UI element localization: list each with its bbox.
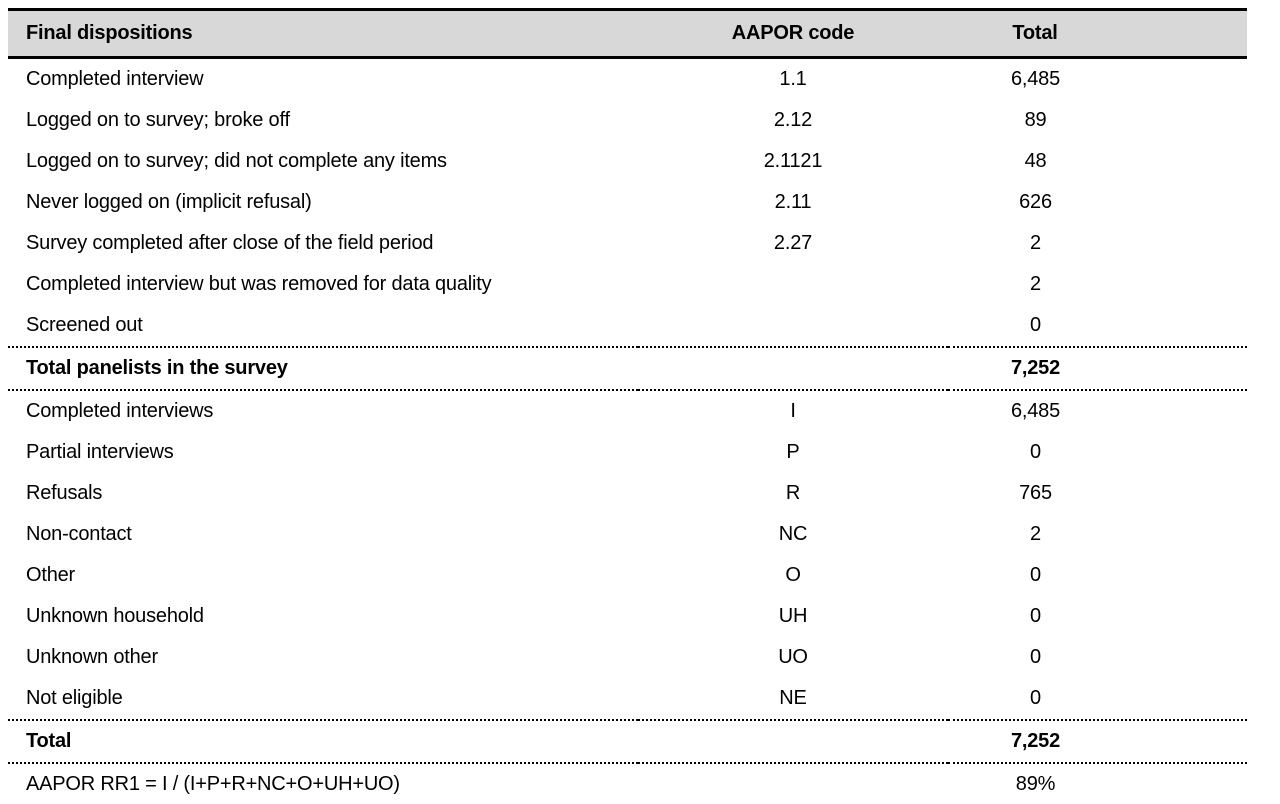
table-row: Other O 0 [8,555,1247,596]
final-dispositions-table: Final dispositions AAPOR code Total Comp… [8,8,1247,804]
total-cell: 765 [1019,482,1052,504]
header-row: Final dispositions AAPOR code Total [8,9,1247,59]
aapor-code-cell: I [638,389,948,432]
row-label-cell: Other [26,564,76,586]
row-label-cell: Completed interview [26,68,204,90]
total-cell: 2 [1030,232,1041,254]
row-label-cell: Logged on to survey; broke off [26,109,290,131]
total-cell: 7,252 [948,719,1247,763]
aapor-code-cell: UO [778,646,808,668]
table-row: Logged on to survey; did not complete an… [8,141,1247,182]
table-row: Completed interview 1.1 6,485 [8,58,1247,101]
aapor-code-cell: 2.12 [773,109,813,131]
aapor-code-cell [638,762,948,804]
row-label-cell: Refusals [26,482,103,504]
total-cell: 6,485 [948,389,1247,432]
total-cell: 6,485 [1010,68,1061,90]
aapor-code-cell: 2.1121 [763,150,823,172]
table-row: Unknown other UO 0 [8,637,1247,678]
aapor-code-cell [638,346,948,390]
table-row: Not eligible NE 0 [8,678,1247,720]
aapor-code-cell: 2.27 [773,232,813,254]
table-row: Survey completed after close of the fiel… [8,223,1247,264]
aapor-code-cell: UH [778,605,808,627]
aapor-code-cell: P [786,441,800,463]
aapor-code-cell: 2.11 [774,191,812,213]
total-cell: 626 [1019,191,1052,213]
table-row: Screened out 0 [8,305,1247,347]
row-label-cell: Non-contact [26,523,132,545]
table-row: Never logged on (implicit refusal) 2.11 62… [8,182,1247,223]
total-cell: 0 [1030,687,1041,709]
row-label-cell: Total [8,719,638,763]
aapor-code-cell [638,264,948,305]
row-label-cell: AAPOR RR1 = I / (I+P+R+NC+O+UH+UO) [8,762,638,804]
aapor-code-cell: 1.1 [779,68,807,90]
total-cell: 0 [1030,314,1041,336]
column-header-aapor-code: AAPOR code [638,9,948,59]
aapor-code-cell [638,719,948,763]
table-row: Unknown household UH 0 [8,596,1247,637]
total-cell: 0 [1030,441,1041,463]
row-label-cell: Never logged on (implicit refusal) [26,191,312,213]
aapor-code-cell: R [785,482,801,504]
total-cell: 2 [1030,273,1041,295]
table-row: Completed interviews I 6,485 [8,389,1247,432]
row-label-cell: Screened out [26,314,143,336]
table-row: Non-contact NC 2 [8,514,1247,555]
aapor-code-cell: NE [779,687,807,709]
row-label-cell: Partial interviews [26,441,174,463]
total-cell: 0 [1030,564,1041,586]
total-cell: 48 [1024,150,1047,172]
row-label-cell: Total panelists in the survey [8,346,638,390]
row-label-cell: Logged on to survey; did not complete an… [26,150,447,172]
aapor-code-cell [638,305,948,347]
row-label-cell: Unknown other [26,646,158,668]
table-row: AAPOR RR1 = I / (I+P+R+NC+O+UH+UO) 89% [8,762,1247,804]
row-label-cell: Survey completed after close of the fiel… [26,232,434,254]
row-label-cell: Completed interviews [8,389,638,432]
total-cell: 89% [948,762,1247,804]
column-header-final-dispositions: Final dispositions [8,9,638,59]
table-body: Completed interview 1.1 6,485 Logged on to … [8,58,1247,804]
table-row: Completed interview but was removed for … [8,264,1247,305]
table-row: Partial interviews P 0 [8,432,1247,473]
aapor-code-cell: NC [778,523,808,545]
table-row: Refusals R 765 [8,473,1247,514]
table-row: Total panelists in the survey 7,252 [8,346,1247,390]
total-cell: 89 [1024,109,1047,131]
aapor-code-cell: O [785,564,801,586]
table-row: Total 7,252 [8,719,1247,763]
total-cell: 0 [1030,646,1041,668]
table-row: Logged on to survey; broke off 2.12 89 [8,100,1247,141]
total-cell: 2 [1030,523,1041,545]
total-cell: 0 [1030,605,1041,627]
row-label-cell: Completed interview but was removed for … [26,273,492,295]
table-header: Final dispositions AAPOR code Total [8,9,1247,59]
row-label-cell: Not eligible [26,687,123,709]
total-cell: 7,252 [948,346,1247,390]
column-header-total: Total [948,9,1247,59]
row-label-cell: Unknown household [26,605,204,627]
